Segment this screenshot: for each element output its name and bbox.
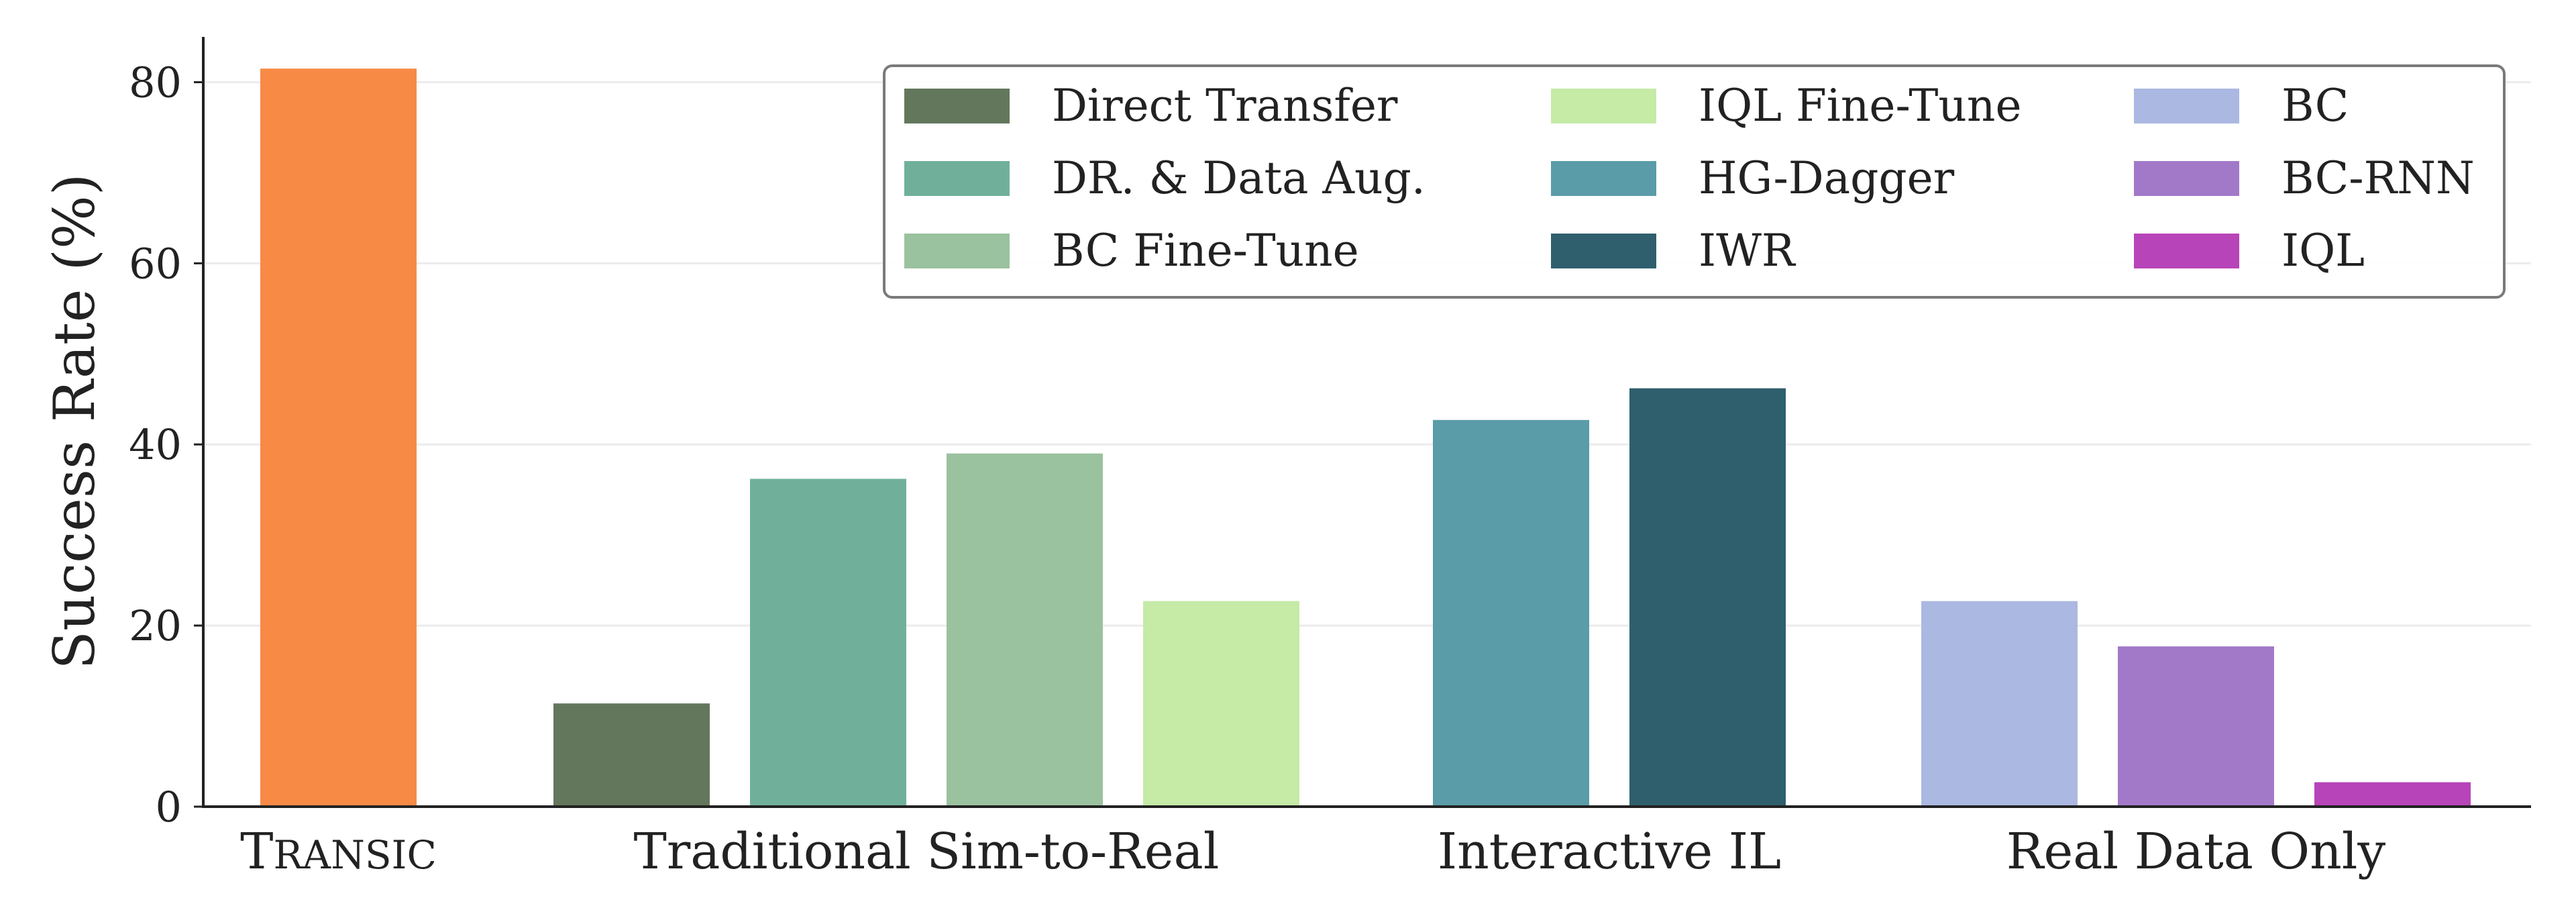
x-category-label-rest: RANSIC (274, 832, 437, 878)
legend-swatch-dr-data-aug (904, 161, 1010, 196)
bar-direct-transfer (553, 703, 710, 807)
x-category-label: TRANSIC (240, 823, 437, 880)
legend-label-iql-fine-tune: IQL Fine-Tune (1699, 80, 2022, 132)
legend-label-iwr: IWR (1699, 225, 1796, 276)
bar-bc-rnn (2118, 646, 2274, 807)
legend-label-dr-data-aug: DR. & Data Aug. (1052, 152, 1426, 204)
bar-bc-fine-tune (947, 453, 1103, 807)
y-tick-label: 80 (129, 58, 182, 107)
legend-swatch-iql (2134, 234, 2239, 268)
y-tick-label: 40 (129, 420, 182, 469)
legend-label-bc-rnn: BC-RNN (2282, 152, 2475, 204)
bar-dr-data-aug (750, 478, 906, 807)
x-category-label: Traditional Sim-to-Real (634, 823, 1220, 880)
legend-label-bc-fine-tune: BC Fine-Tune (1052, 225, 1359, 276)
bar-bc (1921, 601, 2078, 807)
bar-hg-dagger (1433, 419, 1589, 807)
bar-iql (2314, 782, 2471, 807)
legend: Direct Transfer DR. & Data Aug. BC Fine-Tu… (883, 64, 2506, 299)
legend-swatch-bc-rnn (2134, 161, 2239, 196)
legend-swatch-bc-fine-tune (904, 234, 1010, 268)
x-category-label: Real Data Only (2006, 823, 2386, 880)
legend-box (883, 64, 2506, 299)
bar-iql-fine-tune (1143, 601, 1299, 807)
legend-label-hg-dagger: HG-Dagger (1699, 152, 1955, 204)
bars (260, 68, 2471, 807)
legend-swatch-iql-fine-tune (1551, 89, 1656, 123)
bar-transic (260, 68, 417, 807)
legend-swatch-hg-dagger (1551, 161, 1656, 196)
legend-swatch-direct-transfer (904, 89, 1010, 123)
bar-iwr (1629, 388, 1786, 807)
y-axis-title: Success Rate (%) (42, 173, 107, 669)
y-tick-label: 0 (156, 783, 182, 831)
legend-label-direct-transfer: Direct Transfer (1052, 80, 1398, 132)
y-tick-label: 20 (129, 601, 182, 650)
x-category-labels: TRANSIC Traditional Sim-to-Real Interactiv… (240, 823, 2385, 880)
legend-label-bc: BC (2282, 80, 2349, 132)
x-category-label-initial: T (240, 823, 273, 880)
x-category-label: Interactive IL (1438, 823, 1781, 880)
legend-swatch-bc (2134, 89, 2239, 123)
legend-label-iql: IQL (2282, 225, 2365, 276)
y-ticks: 0 20 40 60 80 (129, 58, 203, 831)
y-tick-label: 60 (129, 239, 182, 288)
legend-swatch-iwr (1551, 234, 1656, 268)
axes (202, 37, 2531, 808)
